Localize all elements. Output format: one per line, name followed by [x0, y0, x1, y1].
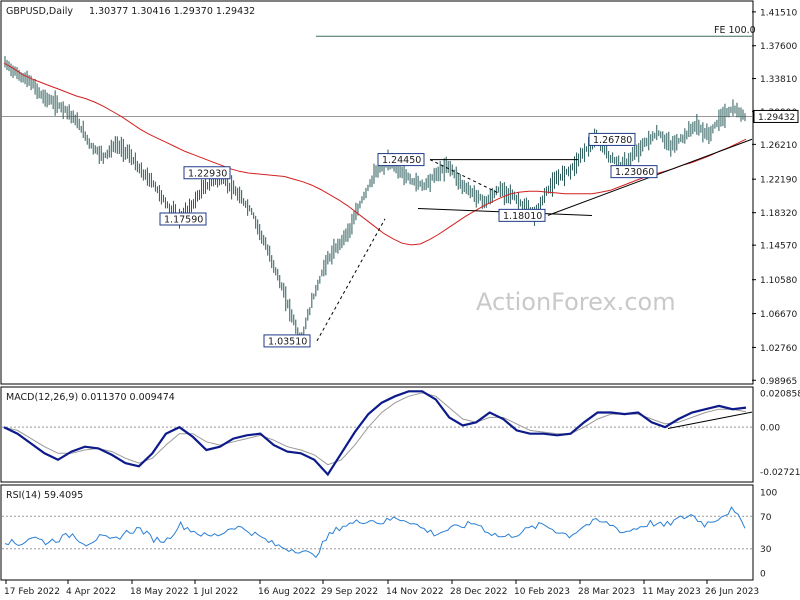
macd-panel-frame	[0, 386, 754, 483]
price-y-tick-label: 1.18320	[760, 209, 797, 219]
macd-line	[3, 390, 747, 477]
annot-1-23060: 1.23060	[615, 167, 654, 178]
x-tick-label: 16 Aug 2022	[258, 587, 316, 597]
rsi-panel-frame	[0, 484, 754, 581]
rsi-y-tick-label: 30	[760, 545, 772, 555]
annot-1-03510: 1.03510	[268, 336, 307, 347]
price-panel-frame	[0, 0, 754, 385]
x-tick-label: 1 Jul 2022	[193, 587, 238, 597]
chart-title: GBPUSD,Daily	[6, 6, 73, 17]
last-price-label: 1.29432	[758, 113, 795, 123]
x-tick-label: 17 Feb 2022	[4, 587, 60, 597]
macd-title: MACD(12,26,9) 0.011370 0.009474	[6, 392, 175, 403]
annot-1-17590: 1.17590	[164, 214, 203, 225]
macd-y-tick-label: -0.027213	[760, 468, 800, 478]
annot-1-24450: 1.24450	[382, 155, 421, 166]
dashed-trendline	[316, 218, 386, 342]
moving-average-line	[3, 62, 747, 246]
rsi-y-tick-label: 0	[760, 570, 766, 580]
annot-1-22930: 1.22930	[188, 168, 227, 179]
price-y-tick-label: 1.26210	[760, 141, 797, 151]
annot-1-22930-box	[183, 166, 231, 180]
x-tick-label: 10 Feb 2023	[514, 587, 570, 597]
price-y-tick-label: 1.37600	[760, 42, 797, 52]
annot-1-18010: 1.18010	[503, 211, 542, 222]
macd-y-tick-label: 0.020858	[760, 390, 800, 400]
price-y-tick-label: 1.06670	[760, 310, 797, 320]
ohlc-header: 1.30377 1.30416 1.29370 1.29432	[89, 6, 255, 17]
x-tick-label: 14 Nov 2022	[386, 587, 444, 597]
price-y-tick-label: 1.33810	[760, 75, 797, 85]
rsi-y-tick-label: 100	[760, 489, 777, 499]
rsi-line	[4, 506, 746, 559]
price-y-tick-label: 1.41510	[760, 8, 797, 18]
price-y-tick-label: 1.22190	[760, 176, 797, 186]
macd-signal-line	[3, 392, 747, 466]
dashed-trendline-2	[429, 159, 501, 195]
x-tick-label: 28 Dec 2022	[450, 587, 508, 597]
annot-1-17590-box	[159, 212, 207, 226]
rsi-title: RSI(14) 59.4095	[6, 490, 83, 501]
annot-1-26780: 1.26780	[593, 135, 632, 146]
x-tick-label: 4 Apr 2022	[66, 587, 116, 597]
annot-1-23060-box	[610, 165, 658, 179]
price-y-tick-label: 1.14570	[760, 242, 797, 252]
annot-1-26780-box	[588, 132, 636, 146]
macd-y-tick-label: 0.00	[760, 424, 780, 434]
x-tick-label: 11 May 2023	[642, 587, 701, 597]
x-tick-label: 26 Jun 2023	[705, 587, 759, 597]
price-y-tick-label: 1.10580	[760, 276, 797, 286]
x-tick-label: 28 Mar 2023	[578, 587, 635, 597]
annot-1-18010-box	[498, 208, 546, 222]
macd-trendline	[667, 411, 753, 429]
price-y-tick-label: 0.98965	[760, 377, 797, 387]
x-tick-label: 29 Sep 2022	[321, 587, 378, 597]
watermark: ActionForex.com	[476, 288, 676, 316]
fe100-label: FE 100.0	[714, 25, 756, 36]
annot-1-24450-box	[377, 153, 425, 167]
x-tick-label: 18 May 2022	[130, 587, 189, 597]
price-y-tick-label: 1.02760	[760, 344, 797, 354]
annot-1-03510-box	[263, 334, 311, 348]
rsi-y-tick-label: 70	[760, 513, 772, 523]
last-price-box	[753, 109, 799, 123]
